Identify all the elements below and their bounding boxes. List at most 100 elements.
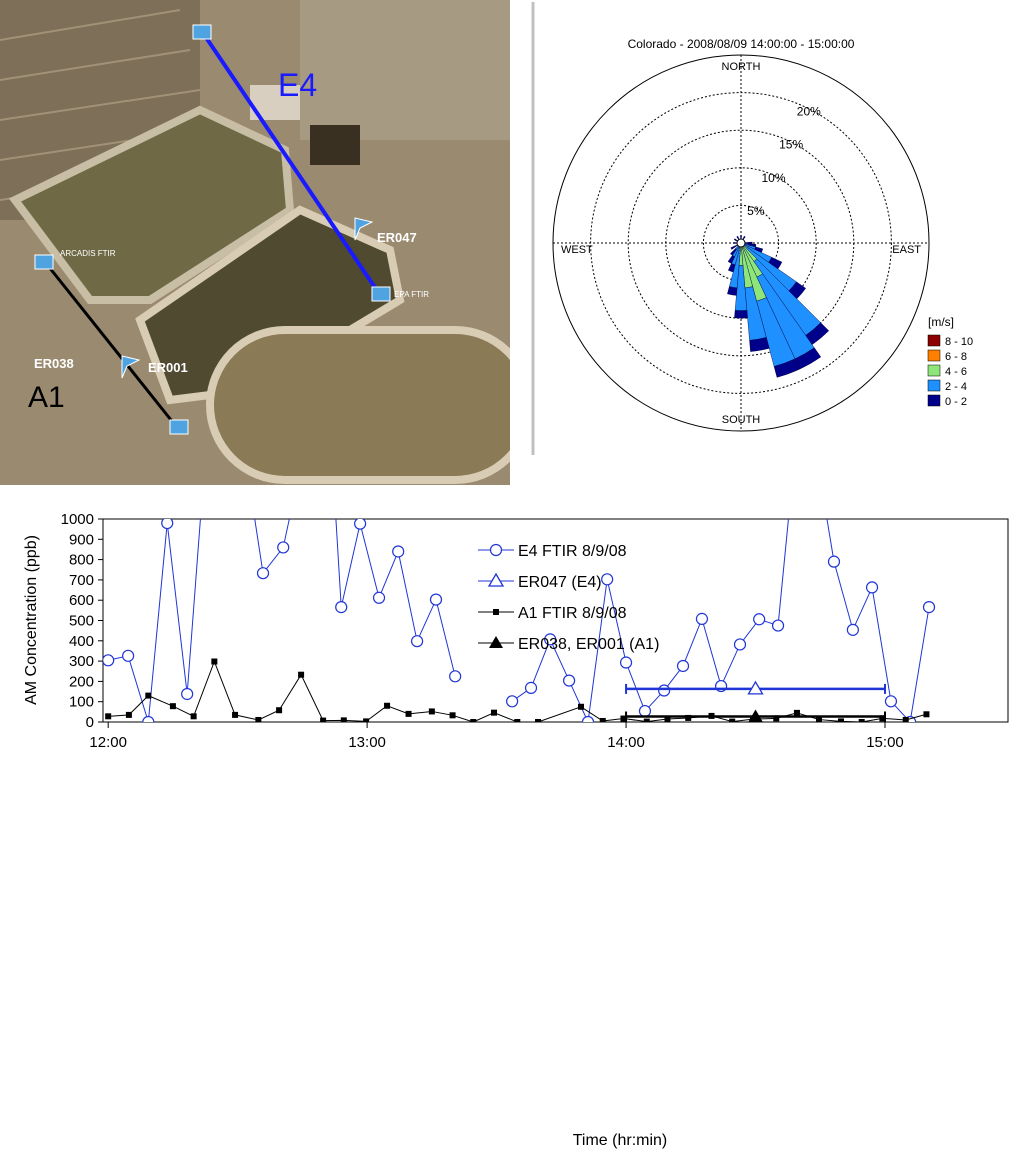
data-point [600,718,606,724]
data-point [644,719,650,725]
data-point [232,712,238,718]
map-label: ER038 [34,356,74,371]
map-label: E4 [278,67,317,103]
figure: E4 A1 ER047 ER038 ER001 ARCADIS FTIR EPA… [0,0,1021,1159]
ring-label: 15% [779,138,803,152]
map-label: ARCADIS FTIR [60,249,116,258]
legend-label: ER047 (E4) [518,574,602,591]
data-point [103,655,114,666]
data-point [838,718,844,724]
data-point [602,574,613,585]
map-label: EPA FTIR [394,290,429,299]
data-point [145,693,151,699]
legend-label: ER038, ER001 (A1) [518,636,659,653]
data-point [258,568,269,579]
ring-label: 10% [761,171,785,185]
data-point [493,609,499,615]
x-tick-label: 12:00 [89,734,127,751]
data-point [659,685,670,696]
data-point [923,711,929,717]
data-point [320,718,326,724]
legend-label: 0 - 2 [945,396,967,408]
data-point [123,650,134,661]
data-point [491,545,502,556]
legend-label: 6 - 8 [945,351,967,363]
data-point [430,594,441,605]
y-axis-label: AM Concentration (ppb) [23,535,40,705]
data-point [535,719,541,725]
data-point [298,672,304,678]
instrument-icon [35,255,53,269]
legend-label: A1 FTIR 8/9/08 [518,605,627,622]
data-point [696,613,707,624]
legend-swatch [928,395,940,406]
legend-title: [m/s] [928,315,954,329]
data-point [450,671,461,682]
data-point [815,473,826,484]
map-label: ER001 [148,360,188,375]
legend-label: 8 - 10 [945,336,973,348]
data-point [754,614,765,625]
y-tick-label: 0 [86,714,94,731]
data-point [162,518,173,529]
data-point [191,713,197,719]
data-point [170,703,176,709]
legend-label: E4 FTIR 8/9/08 [518,543,627,560]
data-point [126,712,132,718]
direction-label: SOUTH [722,414,761,426]
data-point [355,518,366,529]
data-point [734,639,745,650]
direction-label: NORTH [722,61,761,73]
data-point [412,636,423,647]
data-point [211,659,217,665]
legend-swatch [928,335,940,346]
map-label: A1 [28,381,65,414]
data-point [678,660,689,671]
data-point [867,582,878,593]
y-tick-label: 100 [69,694,94,711]
wind-rose: Colorado - 2008/08/09 14:00:00 - 15:00:0… [533,2,973,455]
y-tick-label: 200 [69,673,94,690]
x-tick-label: 15:00 [866,734,904,751]
y-tick-label: 300 [69,653,94,670]
data-point [564,675,575,686]
data-point [489,636,503,648]
data-point [429,708,435,714]
rose-wedge [734,310,747,318]
data-point [885,696,896,707]
data-point [276,707,282,713]
data-point [374,592,385,603]
data-point [507,696,518,707]
y-tick-label: 600 [69,592,94,609]
y-tick-label: 1000 [61,511,94,528]
legend-label: 2 - 4 [945,381,967,393]
legend-label: 4 - 6 [945,366,967,378]
instrument-icon [170,420,188,434]
data-point [182,688,193,699]
map-label: ER047 [377,230,417,245]
data-point [794,710,800,716]
map-lot [300,0,510,140]
data-point [406,711,412,717]
data-point [491,710,497,716]
data-point [363,718,369,724]
instrument-icon [193,25,211,39]
x-axis-label: Time (hr:min) [573,1132,668,1149]
site-map: E4 A1 ER047 ER038 ER001 ARCADIS FTIR EPA… [0,0,530,485]
legend-swatch [928,380,940,391]
data-point [526,682,537,693]
data-point [278,542,289,553]
pond-3 [210,330,530,480]
y-tick-label: 400 [69,633,94,650]
data-point [143,717,154,728]
line-chart: Time (hr:min) AM Concentration (ppb) 0 10… [23,412,1008,1149]
y-tick-label: 500 [69,613,94,630]
data-point [773,620,784,631]
data-point [336,602,347,613]
data-point [450,712,456,718]
data-point [621,657,632,668]
instrument-icon [372,287,390,301]
data-point [924,602,935,613]
direction-label: EAST [892,244,921,256]
data-point [859,719,865,725]
